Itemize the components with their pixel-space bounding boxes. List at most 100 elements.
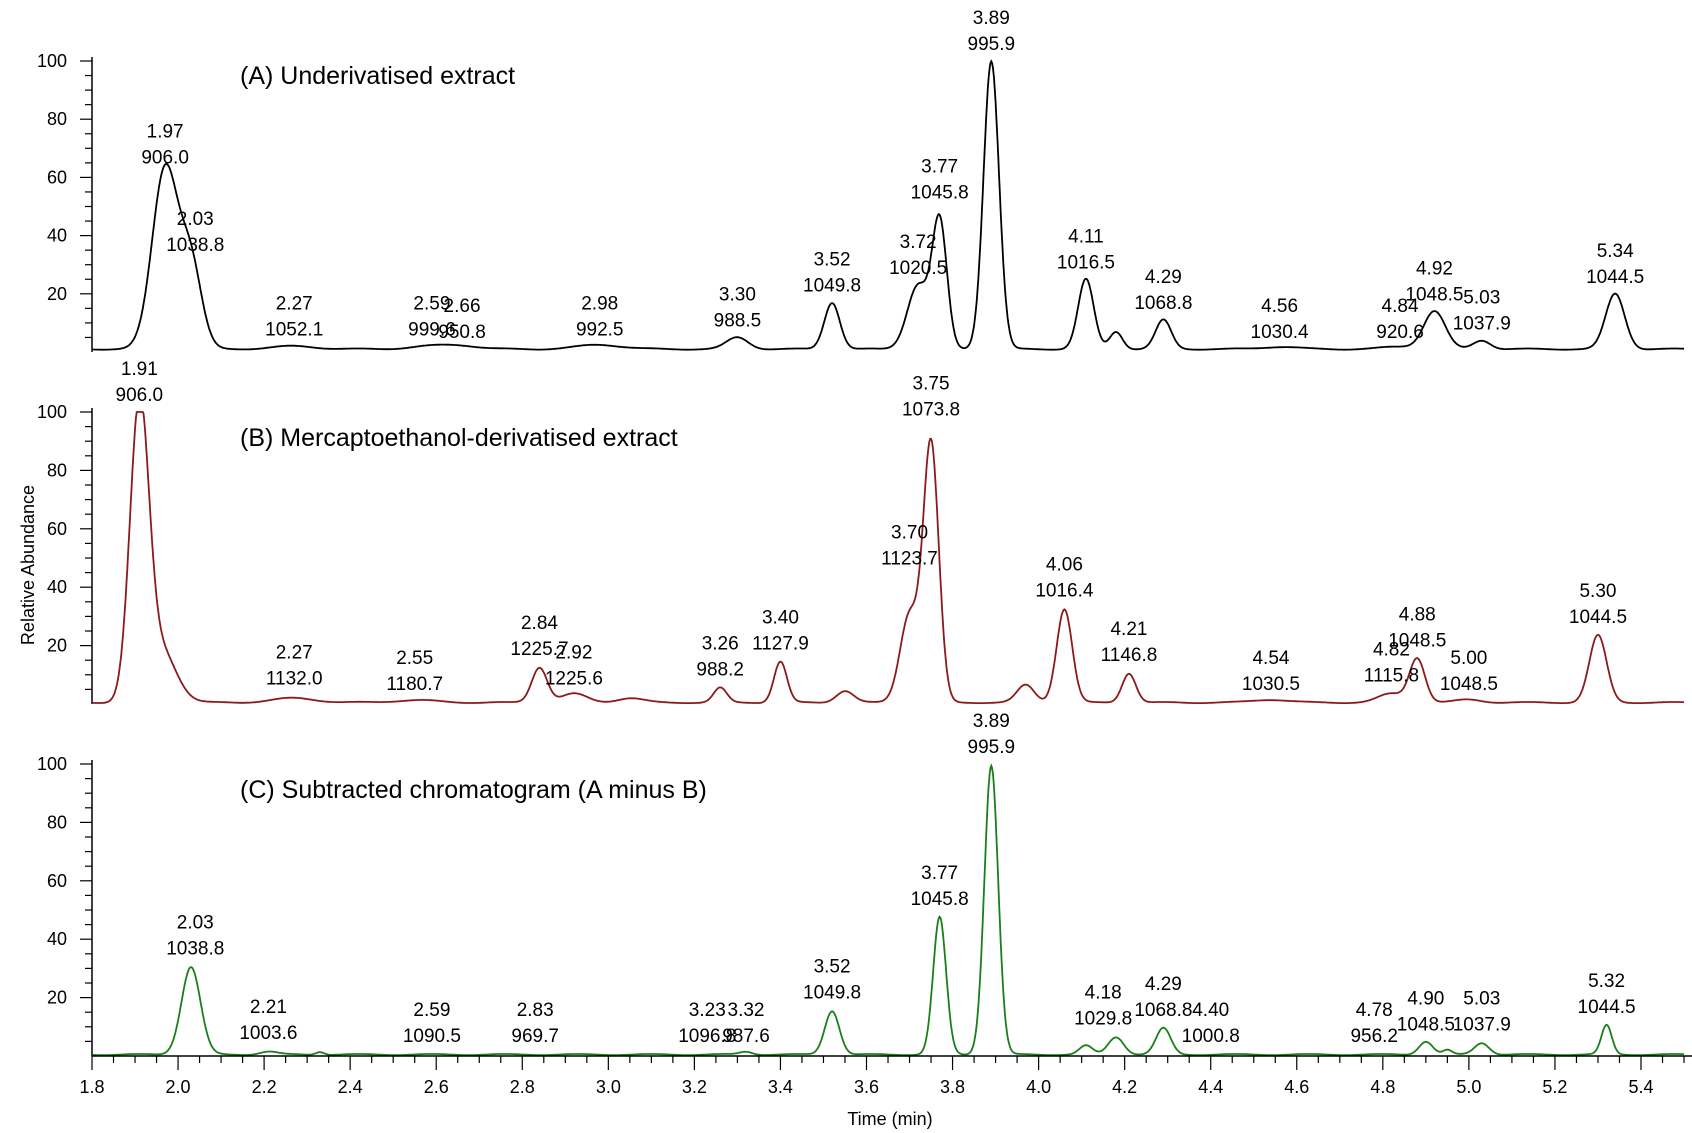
chromatogram-trace	[92, 763, 1685, 1056]
peak-mz-label: 950.8	[438, 322, 486, 343]
peak-rt-label: 2.66	[444, 296, 481, 317]
peak-mz-label: 1049.8	[803, 982, 861, 1003]
peak-rt-label: 4.88	[1399, 604, 1436, 625]
chromatogram-trace	[91, 59, 1684, 351]
peak-rt-label: 4.54	[1252, 648, 1289, 669]
peak-mz-label: 1048.5	[1397, 1014, 1455, 1035]
peak-mz-label: 1038.8	[166, 235, 224, 256]
peak-rt-label: 3.72	[900, 232, 937, 253]
peak-mz-label: 1048.5	[1440, 674, 1498, 695]
x-tick-label: 3.8	[940, 1077, 965, 1097]
peak-mz-label: 988.5	[714, 311, 762, 332]
peak-mz-label: 1127.9	[752, 633, 809, 654]
peak-rt-label: 2.59	[413, 1000, 450, 1021]
panel-c: 20 40 60 80 100 (C) Subtracted chromatogram (…	[37, 711, 1685, 1056]
x-tick-label: 2.0	[166, 1077, 191, 1097]
peak-rt-label: 4.84	[1382, 296, 1419, 317]
peak-rt-label: 1.91	[121, 359, 158, 380]
peak-mz-label: 1003.6	[239, 1023, 297, 1044]
peak-rt-label: 5.34	[1597, 241, 1634, 262]
y-tick-label: 80	[47, 460, 67, 480]
peak-mz-label: 920.6	[1376, 322, 1424, 343]
x-tick-label: 4.4	[1198, 1077, 1223, 1097]
x-tick-label: 4.2	[1112, 1077, 1137, 1097]
peak-rt-label: 4.18	[1085, 983, 1122, 1004]
peak-rt-label: 3.23	[689, 1000, 726, 1021]
peak-mz-label: 1068.8	[1134, 293, 1192, 314]
x-tick-label: 2.4	[338, 1077, 363, 1097]
peak-mz-label: 1115.8	[1364, 665, 1419, 686]
x-tick-label: 5.2	[1542, 1077, 1567, 1097]
peak-rt-label: 2.92	[555, 642, 592, 663]
peak-rt-label: 2.27	[276, 293, 313, 314]
peak-mz-label: 906.0	[141, 148, 189, 169]
peak-rt-label: 2.55	[396, 648, 433, 669]
peak-mz-label: 1052.1	[265, 319, 323, 340]
y-axis-label: Relative Abundance	[18, 485, 38, 645]
peak-mz-label: 1044.5	[1586, 267, 1644, 288]
peak-rt-label: 3.52	[814, 250, 851, 271]
peak-mz-label: 1096.8	[678, 1026, 736, 1047]
x-tick-label: 1.8	[79, 1077, 104, 1097]
x-tick-label: 3.0	[596, 1077, 621, 1097]
peak-mz-label: 969.7	[511, 1026, 559, 1047]
peak-rt-label: 3.32	[728, 1000, 765, 1021]
y-tick-label: 20	[47, 284, 67, 304]
peak-rt-label: 3.40	[762, 607, 799, 628]
y-tick-label: 100	[37, 51, 67, 71]
y-tick-label: 40	[47, 577, 67, 597]
x-tick-label: 4.8	[1370, 1077, 1395, 1097]
peak-rt-label: 3.77	[921, 863, 958, 884]
peak-mz-label: 1029.8	[1074, 1009, 1132, 1030]
peak-rt-label: 2.98	[581, 293, 618, 314]
peak-rt-label: 4.92	[1416, 258, 1453, 279]
x-tick-label: 5.0	[1456, 1077, 1481, 1097]
peak-rt-label: 3.70	[891, 523, 928, 544]
y-tick-label: 40	[47, 929, 67, 949]
peak-mz-label: 1068.8	[1134, 1000, 1192, 1021]
y-tick-label: 20	[47, 988, 67, 1008]
y-tick-label: 40	[47, 226, 67, 246]
x-tick-label: 2.8	[510, 1077, 535, 1097]
peak-rt-label: 3.30	[719, 285, 756, 306]
peak-mz-label: 1045.8	[911, 889, 969, 910]
peak-mz-label: 1020.5	[889, 258, 947, 279]
peak-mz-label: 1123.7	[881, 549, 938, 570]
peak-mz-label: 1090.5	[403, 1026, 461, 1047]
peak-mz-label: 1044.5	[1578, 997, 1636, 1018]
peak-mz-label: 1048.5	[1388, 630, 1446, 651]
panel-b: 20 40 60 80 100 (B) Mercaptoethanol-derivatis…	[37, 359, 1685, 704]
peak-rt-label: 5.32	[1588, 971, 1625, 992]
panel-title: (A) Underivatised extract	[240, 62, 515, 90]
x-tick-label: 2.6	[424, 1077, 449, 1097]
peak-mz-label: 987.6	[722, 1026, 770, 1047]
peak-mz-label: 1073.8	[902, 400, 960, 421]
peak-mz-label: 1049.8	[803, 276, 861, 297]
y-tick-label: 60	[47, 167, 67, 187]
x-tick-label: 2.2	[252, 1077, 277, 1097]
peak-mz-label: 1037.9	[1453, 1014, 1511, 1035]
peak-rt-label: 3.52	[814, 956, 851, 977]
peak-rt-label: 4.56	[1261, 296, 1298, 317]
peak-mz-label: 995.9	[968, 737, 1016, 758]
peak-mz-label: 992.5	[576, 319, 624, 340]
peak-rt-label: 3.89	[973, 711, 1010, 732]
peak-rt-label: 1.97	[147, 122, 184, 143]
peak-rt-label: 2.59	[413, 293, 450, 314]
y-tick-label: 60	[47, 519, 67, 539]
y-tick-label: 100	[37, 754, 67, 774]
x-tick-label: 3.6	[854, 1077, 879, 1097]
peak-rt-label: 3.77	[921, 157, 958, 178]
peak-rt-label: 4.78	[1356, 1000, 1393, 1021]
y-tick-label: 20	[47, 636, 67, 656]
peak-mz-label: 1000.8	[1182, 1026, 1240, 1047]
peak-mz-label: 1016.4	[1035, 581, 1094, 602]
peak-rt-label: 2.03	[177, 913, 214, 934]
panel-title: (C) Subtracted chromatogram (A minus B)	[240, 776, 707, 804]
x-tick-label: 3.4	[768, 1077, 793, 1097]
peak-rt-label: 3.89	[973, 8, 1010, 29]
y-tick-label: 60	[47, 871, 67, 891]
peak-rt-label: 4.21	[1110, 619, 1147, 640]
x-tick-label: 3.2	[682, 1077, 707, 1097]
